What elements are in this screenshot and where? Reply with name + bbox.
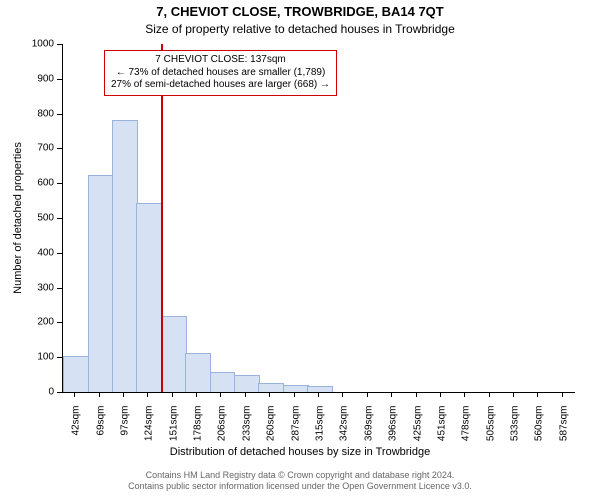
histogram-bar [112, 120, 138, 392]
marker-annotation: 7 CHEVIOT CLOSE: 137sqm← 73% of detached… [104, 50, 337, 96]
annotation-line: ← 73% of detached houses are smaller (1,… [111, 67, 330, 80]
histogram-bar [234, 375, 260, 392]
y-tick [57, 44, 62, 45]
x-tick [367, 392, 368, 397]
x-tick [318, 392, 319, 397]
histogram-bar [136, 203, 162, 392]
x-tick [196, 392, 197, 397]
y-tick-label: 300 [0, 282, 54, 293]
x-tick [489, 392, 490, 397]
y-tick [57, 322, 62, 323]
x-tick-label: 369sqm [363, 406, 374, 456]
x-tick [123, 392, 124, 397]
y-tick [57, 357, 62, 358]
x-tick [562, 392, 563, 397]
x-tick-label: 560sqm [534, 406, 545, 456]
x-tick-label: 587sqm [558, 406, 569, 456]
histogram-bar [283, 385, 309, 392]
y-tick [57, 288, 62, 289]
y-tick-label: 900 [0, 73, 54, 84]
x-tick [416, 392, 417, 397]
x-tick [220, 392, 221, 397]
x-tick-label: 342sqm [339, 406, 350, 456]
y-tick-label: 1000 [0, 39, 54, 50]
y-tick-label: 600 [0, 178, 54, 189]
x-tick [74, 392, 75, 397]
histogram-bar [258, 383, 284, 392]
x-tick [391, 392, 392, 397]
x-tick-label: 97sqm [119, 406, 130, 456]
y-tick-label: 200 [0, 317, 54, 328]
x-tick-label: 151sqm [168, 406, 179, 456]
y-tick [57, 392, 62, 393]
x-tick [245, 392, 246, 397]
x-tick-label: 505sqm [485, 406, 496, 456]
x-tick [513, 392, 514, 397]
y-tick-label: 400 [0, 247, 54, 258]
histogram-bar [210, 372, 236, 392]
histogram-bar [185, 353, 211, 392]
footer-attribution: Contains HM Land Registry data © Crown c… [0, 470, 600, 492]
x-tick-label: 396sqm [388, 406, 399, 456]
x-tick-label: 425sqm [412, 406, 423, 456]
x-tick [99, 392, 100, 397]
x-tick [172, 392, 173, 397]
x-tick-label: 451sqm [436, 406, 447, 456]
y-tick-label: 500 [0, 213, 54, 224]
histogram-bar [63, 356, 89, 392]
marker-line [161, 44, 163, 392]
x-tick [537, 392, 538, 397]
x-tick-label: 260sqm [266, 406, 277, 456]
page-title: 7, CHEVIOT CLOSE, TROWBRIDGE, BA14 7QT [0, 4, 600, 19]
y-tick-label: 800 [0, 108, 54, 119]
x-tick [464, 392, 465, 397]
y-tick-label: 100 [0, 352, 54, 363]
x-tick [269, 392, 270, 397]
y-tick [57, 253, 62, 254]
page-subtitle: Size of property relative to detached ho… [0, 22, 600, 36]
x-tick-label: 287sqm [290, 406, 301, 456]
x-tick [147, 392, 148, 397]
x-tick-label: 42sqm [71, 406, 82, 456]
y-tick-label: 0 [0, 387, 54, 398]
histogram-bar [307, 386, 333, 392]
x-tick-label: 206sqm [217, 406, 228, 456]
x-tick-label: 69sqm [95, 406, 106, 456]
histogram-bar [161, 316, 187, 392]
y-tick [57, 114, 62, 115]
annotation-line: 7 CHEVIOT CLOSE: 137sqm [111, 54, 330, 67]
y-tick-label: 700 [0, 143, 54, 154]
x-tick [440, 392, 441, 397]
y-tick [57, 148, 62, 149]
y-tick [57, 218, 62, 219]
x-tick-label: 124sqm [144, 406, 155, 456]
x-tick-label: 478sqm [461, 406, 472, 456]
x-tick-label: 233sqm [241, 406, 252, 456]
x-tick [342, 392, 343, 397]
annotation-line: 27% of semi-detached houses are larger (… [111, 79, 330, 92]
x-tick [294, 392, 295, 397]
y-tick [57, 79, 62, 80]
histogram-bar [88, 175, 114, 392]
x-tick-label: 178sqm [193, 406, 204, 456]
x-tick-label: 533sqm [510, 406, 521, 456]
y-tick [57, 183, 62, 184]
histogram-plot [62, 44, 575, 393]
footer-line: Contains public sector information licen… [0, 481, 600, 492]
x-tick-label: 315sqm [315, 406, 326, 456]
footer-line: Contains HM Land Registry data © Crown c… [0, 470, 600, 481]
